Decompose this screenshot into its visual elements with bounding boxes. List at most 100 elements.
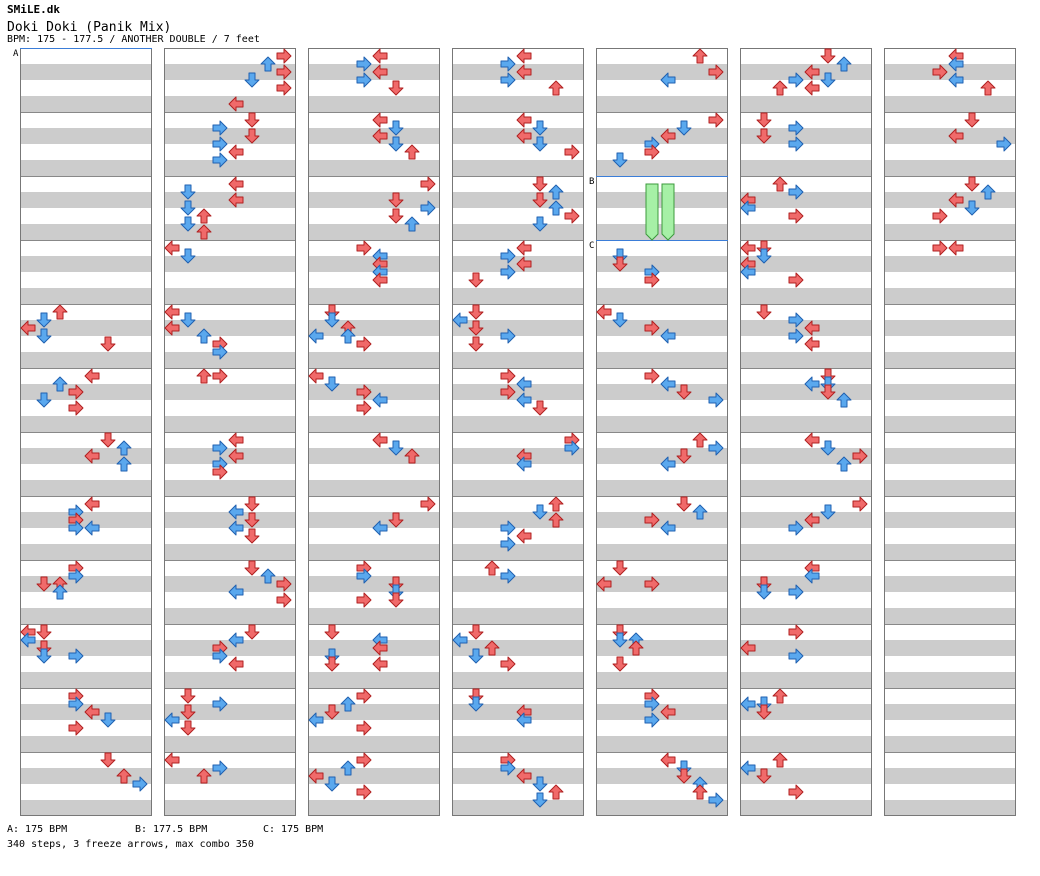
right-arrow-icon: [564, 208, 580, 224]
right-arrow-icon: [212, 152, 228, 168]
left-arrow-icon: [20, 320, 36, 336]
measure-stripe: [308, 192, 440, 208]
left-arrow-icon: [660, 128, 676, 144]
chart-column-frame: [164, 48, 296, 816]
measure-stripe: [884, 384, 1016, 400]
measure-stripe: [308, 544, 440, 560]
measure-stripe: [596, 256, 728, 272]
measure-stripe: [452, 800, 584, 816]
down-arrow-icon: [820, 440, 836, 456]
down-arrow-icon: [532, 400, 548, 416]
measure-stripe: [164, 288, 296, 304]
down-arrow-icon: [36, 624, 52, 640]
down-arrow-icon: [36, 392, 52, 408]
left-arrow-icon: [596, 304, 612, 320]
left-arrow-icon: [308, 768, 324, 784]
chart-column-frame: [740, 48, 872, 816]
right-arrow-icon: [788, 136, 804, 152]
left-arrow-icon: [372, 48, 388, 64]
up-arrow-icon: [340, 696, 356, 712]
measure-stripe: [452, 160, 584, 176]
down-arrow-icon: [676, 496, 692, 512]
down-arrow-icon: [180, 688, 196, 704]
right-arrow-icon: [500, 656, 516, 672]
left-arrow-icon: [804, 80, 820, 96]
right-arrow-icon: [500, 536, 516, 552]
up-arrow-icon: [692, 48, 708, 64]
bpm-label-c: C: 175 BPM: [263, 824, 324, 835]
up-arrow-icon: [404, 448, 420, 464]
measure-stripe: [164, 640, 296, 656]
measure-stripe: [596, 544, 728, 560]
up-arrow-icon: [980, 184, 996, 200]
left-arrow-icon: [228, 96, 244, 112]
left-arrow-icon: [228, 632, 244, 648]
up-arrow-icon: [484, 560, 500, 576]
right-arrow-icon: [276, 48, 292, 64]
down-arrow-icon: [244, 128, 260, 144]
down-arrow-icon: [756, 128, 772, 144]
right-arrow-icon: [500, 368, 516, 384]
down-arrow-icon: [468, 304, 484, 320]
right-arrow-icon: [68, 520, 84, 536]
measure-stripe: [740, 352, 872, 368]
left-arrow-icon: [372, 64, 388, 80]
right-arrow-icon: [356, 400, 372, 416]
right-arrow-icon: [420, 496, 436, 512]
measure-stripe: [740, 128, 872, 144]
right-arrow-icon: [68, 696, 84, 712]
measure-stripe: [884, 576, 1016, 592]
right-arrow-icon: [932, 240, 948, 256]
left-arrow-icon: [740, 760, 756, 776]
right-arrow-icon: [356, 336, 372, 352]
right-arrow-icon: [788, 784, 804, 800]
right-arrow-icon: [212, 136, 228, 152]
down-arrow-icon: [532, 792, 548, 808]
down-arrow-icon: [388, 192, 404, 208]
down-arrow-icon: [820, 504, 836, 520]
measure-stripe: [20, 96, 152, 112]
down-arrow-icon: [388, 440, 404, 456]
measure-stripe: [20, 128, 152, 144]
measure-stripe: [452, 416, 584, 432]
down-arrow-icon: [468, 696, 484, 712]
left-arrow-icon: [228, 504, 244, 520]
up-arrow-icon: [548, 496, 564, 512]
measure-stripe: [884, 512, 1016, 528]
measure-stripe: [308, 608, 440, 624]
right-arrow-icon: [788, 120, 804, 136]
right-arrow-icon: [788, 520, 804, 536]
left-arrow-icon: [164, 752, 180, 768]
down-arrow-icon: [180, 184, 196, 200]
up-arrow-icon: [836, 456, 852, 472]
left-arrow-icon: [516, 528, 532, 544]
right-arrow-icon: [68, 384, 84, 400]
bpm-change-label: B: [589, 177, 594, 187]
measure-stripe: [308, 576, 440, 592]
measure-stripe: [308, 320, 440, 336]
left-arrow-icon: [740, 240, 756, 256]
measure-stripe: [164, 416, 296, 432]
up-arrow-icon: [52, 584, 68, 600]
measure-stripe: [164, 480, 296, 496]
left-arrow-icon: [516, 456, 532, 472]
down-arrow-icon: [676, 448, 692, 464]
down-arrow-icon: [612, 656, 628, 672]
site-title: SMiLE.dk: [7, 3, 60, 16]
down-arrow-icon: [180, 248, 196, 264]
measure-stripe: [164, 320, 296, 336]
left-arrow-icon: [516, 128, 532, 144]
measure-stripe: [20, 800, 152, 816]
down-arrow-icon: [532, 504, 548, 520]
down-arrow-icon: [612, 256, 628, 272]
right-arrow-icon: [212, 120, 228, 136]
measure-stripe: [596, 352, 728, 368]
measure-stripe: [20, 640, 152, 656]
up-arrow-icon: [980, 80, 996, 96]
right-arrow-icon: [276, 80, 292, 96]
left-arrow-icon: [372, 520, 388, 536]
measure-stripe: [740, 416, 872, 432]
right-arrow-icon: [644, 368, 660, 384]
down-arrow-icon: [244, 560, 260, 576]
left-arrow-icon: [308, 368, 324, 384]
